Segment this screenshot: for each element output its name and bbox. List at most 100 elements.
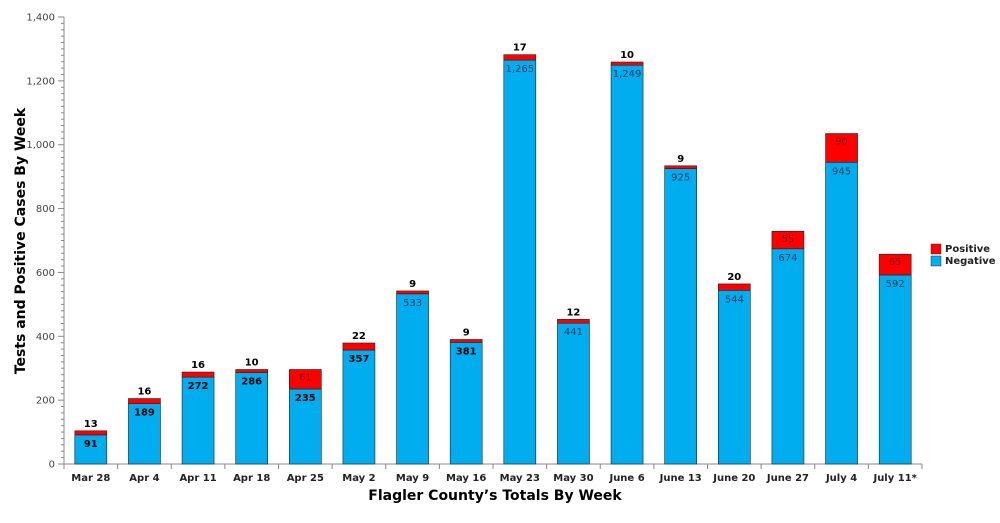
data-label-negative: 1,265 (505, 64, 534, 75)
bar-negative (771, 248, 805, 465)
y-tick-label: 400 (36, 332, 55, 343)
data-label-positive: 12 (566, 307, 580, 318)
bar-negative (664, 168, 697, 465)
bar-positive (181, 371, 215, 378)
data-label-negative: 272 (188, 381, 209, 392)
x-tick-label: June 13 (659, 473, 702, 484)
x-tick-label: June 27 (766, 473, 809, 484)
legend: Positive Negative (930, 243, 996, 267)
data-label-positive: 17 (513, 43, 527, 54)
data-label-positive: 55 (782, 234, 795, 245)
y-tick-label: 600 (36, 268, 55, 279)
bar-negative (289, 388, 322, 465)
bar-positive (128, 398, 161, 404)
data-labels: 91 13 189 16 272 16 286 10 235 61 357 22 533 9 381 9 1,2… (84, 43, 905, 450)
x-tick-label: Apr 25 (287, 473, 324, 484)
data-label-negative: 189 (134, 408, 155, 419)
bar-negative (396, 293, 429, 465)
bar-positive (235, 369, 268, 373)
x-tick-label: June 20 (712, 473, 755, 484)
data-label-positive: 9 (677, 154, 684, 165)
bar-positive (771, 230, 805, 250)
bar-positive (664, 165, 697, 169)
y-axis-title: Tests and Positive Cases By Week (13, 107, 29, 374)
x-tick-label: May 16 (446, 473, 486, 484)
data-label-negative: 945 (832, 166, 851, 177)
data-label-negative: 592 (886, 279, 905, 290)
bar-positive (74, 430, 108, 436)
data-label-positive: 22 (352, 331, 366, 342)
y-tick-label: 0 (49, 460, 55, 471)
x-tick-label: Apr 11 (179, 473, 216, 484)
bar-negative (878, 274, 912, 465)
legend-swatch-negative (930, 255, 942, 267)
x-tick-label: May 9 (396, 473, 429, 484)
data-label-negative: 674 (778, 253, 797, 264)
axes: 0 200 400 600 800 1,000 1,200 1,400 Mar 28 Apr 4 A… (26, 13, 923, 484)
bar-negative (825, 161, 858, 465)
data-label-negative: 357 (349, 354, 370, 365)
data-label-positive: 9 (409, 279, 416, 290)
data-label-negative: 544 (725, 294, 744, 305)
data-label-negative: 441 (564, 327, 583, 338)
data-label-positive: 90 (835, 137, 848, 148)
x-tick-label: Apr 4 (129, 473, 159, 484)
data-label-positive: 9 (463, 327, 470, 338)
bar-positive (557, 319, 590, 324)
legend-swatch-positive (930, 243, 942, 255)
bar-negative (235, 372, 268, 465)
bar-positive (289, 369, 322, 390)
x-tick-label: May 2 (342, 473, 375, 484)
bar-positive (503, 54, 537, 61)
bar-negative (449, 342, 483, 465)
x-tick-label: July 11* (872, 473, 917, 484)
bar-positive (825, 133, 858, 163)
x-axis-title: Flagler County’s Totals By Week (368, 488, 622, 504)
bar-negative (718, 290, 751, 465)
data-label-negative: 381 (456, 346, 477, 357)
bar-positive (342, 342, 376, 351)
x-tick-label: June 6 (608, 473, 644, 484)
x-tick-label: Mar 28 (71, 473, 110, 484)
bar-negative (503, 59, 537, 465)
data-label-negative: 286 (241, 377, 262, 388)
bar-negative (128, 403, 161, 465)
y-tick-label: 1,200 (26, 76, 55, 87)
data-label-positive: 61 (299, 372, 312, 383)
bar-positive (878, 253, 912, 276)
y-tick-label: 1,000 (26, 140, 55, 151)
legend-label-positive: Positive (945, 244, 990, 255)
bar-positive (449, 339, 483, 343)
x-tick-label: May 30 (553, 473, 593, 484)
bar-negative (610, 64, 644, 465)
data-label-positive: 20 (727, 272, 741, 283)
data-label-positive: 16 (191, 360, 205, 371)
bar-negative (342, 349, 376, 465)
data-label-positive: 16 (137, 387, 151, 398)
bar-negative (181, 376, 215, 465)
y-tick-label: 800 (36, 204, 55, 215)
bar-positive (610, 61, 644, 66)
y-tick-label: 200 (36, 396, 55, 407)
data-label-negative: 235 (295, 393, 316, 404)
data-label-negative: 925 (671, 173, 690, 184)
bar-positive (718, 283, 751, 291)
data-label-negative: 1,249 (613, 69, 642, 80)
x-tick-label: May 23 (500, 473, 540, 484)
bar-negative (557, 322, 590, 465)
y-tick-label: 1,400 (26, 13, 55, 24)
bar-negative (74, 434, 108, 465)
x-tick-label: Apr 18 (233, 473, 270, 484)
data-label-positive: 65 (889, 257, 902, 268)
legend-label-negative: Negative (945, 256, 996, 267)
bars (74, 54, 912, 465)
data-label-negative: 533 (403, 298, 422, 309)
data-label-positive: 10 (245, 357, 259, 368)
bar-positive (396, 290, 429, 295)
data-label-positive: 13 (84, 419, 98, 430)
x-tick-label: July 4 (825, 473, 857, 484)
data-label-negative: 91 (84, 439, 98, 450)
data-label-positive: 10 (620, 50, 634, 61)
